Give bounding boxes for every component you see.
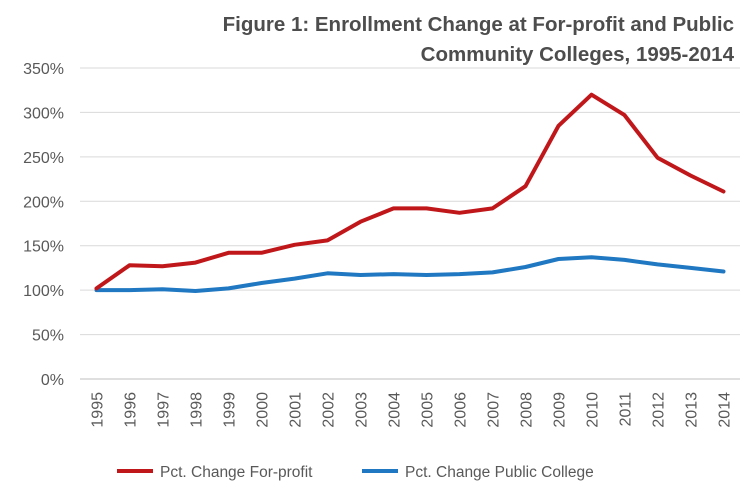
y-tick-label: 100% — [23, 283, 64, 300]
x-tick-label: 2001 — [288, 392, 305, 428]
x-tick-label: 2012 — [651, 392, 668, 428]
legend: Pct. Change For-profit Pct. Change Public… — [117, 464, 594, 481]
x-tick-label: 1996 — [123, 392, 140, 428]
x-tick-label: 2006 — [453, 392, 470, 428]
y-tick-label: 0% — [41, 372, 64, 389]
series-line-pct-change-for-profit — [94, 92, 726, 291]
x-tick-label: 2010 — [585, 392, 602, 428]
legend-label: Pct. Change For-profit — [160, 464, 313, 481]
x-tick-label: 1995 — [90, 392, 107, 428]
series-line-pct-change-public-college — [94, 255, 726, 293]
x-tick-label: 1998 — [189, 392, 206, 428]
y-axis-ticks: 0% 50% 100% 150% 200% 250% 300% 350% — [23, 61, 64, 389]
x-tick-label: 2005 — [420, 392, 437, 428]
gridlines — [80, 67, 740, 380]
y-tick-label: 200% — [23, 194, 64, 211]
x-tick-label: 2000 — [255, 392, 272, 428]
chart-title-line-1: Figure 1: Enrollment Change at For-profi… — [222, 13, 734, 36]
x-axis-ticks: 1995 1996 1997 1998 1999 2000 2001 2002 2003 2004… — [90, 392, 734, 428]
x-tick-label: 2013 — [684, 392, 701, 428]
y-tick-label: 300% — [23, 105, 64, 122]
legend-label: Pct. Change Public College — [405, 464, 594, 481]
x-tick-label: 1997 — [156, 392, 173, 428]
y-tick-label: 150% — [23, 239, 64, 256]
x-tick-label: 2007 — [486, 392, 503, 428]
y-tick-label: 250% — [23, 150, 64, 167]
x-tick-label: 2003 — [354, 392, 371, 428]
x-tick-label: 2014 — [717, 392, 734, 428]
x-tick-label: 2004 — [387, 392, 404, 428]
x-tick-label: 2011 — [618, 392, 635, 427]
x-tick-label: 1999 — [222, 392, 239, 428]
y-tick-label: 350% — [23, 61, 64, 78]
chart-title: Figure 1: Enrollment Change at For-profi… — [114, 10, 734, 70]
y-tick-label: 50% — [32, 328, 64, 345]
series-lines — [94, 92, 726, 293]
chart-title-line-2: Community Colleges, 1995-2014 — [420, 43, 734, 66]
x-tick-label: 2002 — [321, 392, 338, 428]
x-tick-label: 2008 — [519, 392, 536, 428]
x-tick-label: 2009 — [552, 392, 569, 428]
